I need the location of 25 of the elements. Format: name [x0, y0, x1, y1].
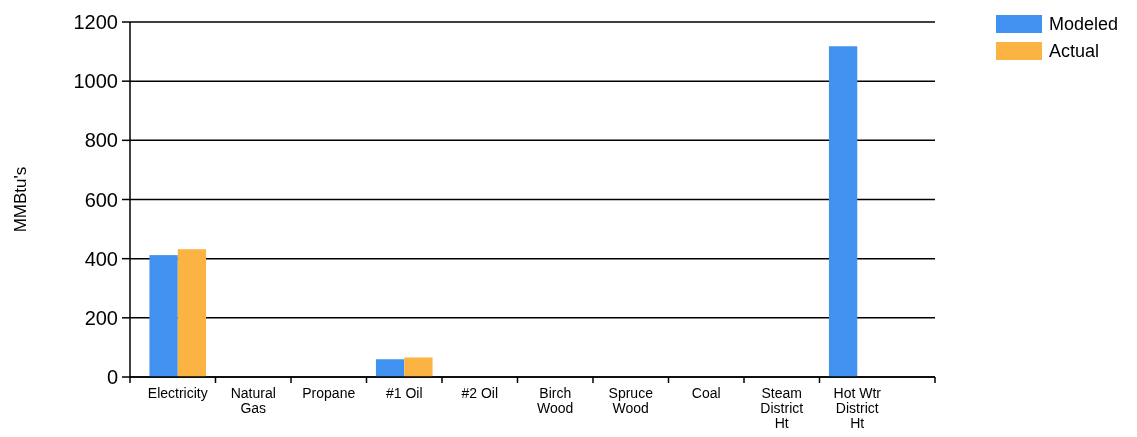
- x-tick-label: #1 Oil: [385, 385, 423, 401]
- y-tick-label: 0: [106, 366, 118, 388]
- y-tick-label: 800: [84, 129, 118, 152]
- y-tick-label: 1200: [73, 11, 118, 33]
- bar: [375, 359, 405, 377]
- x-tick-label: Hot Wtr District Ht: [833, 385, 882, 431]
- y-tick-label: 400: [84, 247, 118, 270]
- bar: [177, 249, 207, 377]
- x-tick-label: Steam District Ht: [760, 385, 804, 431]
- y-axis-title: MMBtu's: [11, 166, 30, 233]
- x-tick-label: Spruce Wood: [608, 385, 654, 416]
- bar: [149, 255, 178, 377]
- y-tick-label: 200: [84, 306, 118, 329]
- x-tick-label: Coal: [691, 385, 721, 401]
- x-tick-label: Birch Wood: [537, 385, 574, 416]
- legend-label: Modeled: [1049, 14, 1119, 35]
- y-tick-label: 600: [84, 188, 118, 211]
- bar: [404, 357, 433, 377]
- x-tick-label: Propane: [302, 385, 356, 401]
- x-tick-label: Electricity: [147, 385, 208, 401]
- legend-label: Actual: [1049, 41, 1100, 62]
- bar: [828, 46, 858, 377]
- x-tick-label: Natural Gas: [230, 385, 276, 416]
- y-tick-label: 1000: [73, 70, 118, 93]
- x-tick-label: #2 Oil: [461, 385, 499, 401]
